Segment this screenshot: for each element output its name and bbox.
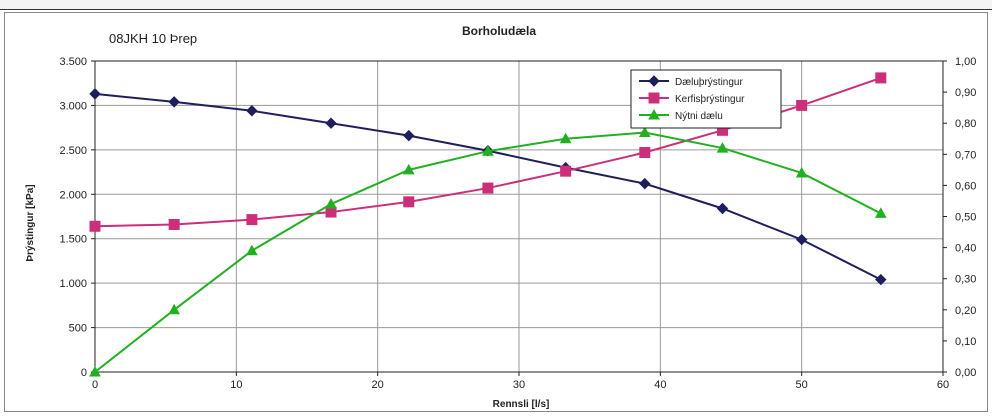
y-right-tick-label: 0,30 (955, 274, 976, 286)
series-point (559, 132, 572, 144)
series-point (875, 72, 887, 84)
legend-swatch-marker (648, 75, 660, 87)
series-point (482, 182, 494, 194)
series-point (482, 145, 494, 156)
chart-frame: 08JKH 10 Þrep Borholudæla Rennsli [l/s] … (4, 12, 988, 412)
series-point (89, 365, 101, 377)
series-point (89, 220, 101, 232)
series-point (560, 165, 572, 177)
y-right-tick-label: 0,10 (955, 336, 976, 348)
y-right-tick-label: 0,20 (955, 305, 976, 317)
line-chart: 08JKH 10 Þrep Borholudæla Rennsli [l/s] … (25, 24, 976, 410)
series-point (796, 99, 808, 111)
series-point (246, 105, 258, 117)
y-tick-label: 1.500 (59, 234, 87, 246)
series-point (168, 303, 180, 315)
y-right-tick-label: 1,00 (955, 56, 976, 68)
series-point (875, 273, 887, 286)
y-tick-label: 3.500 (59, 56, 87, 68)
grid-lines (95, 61, 943, 372)
y-right-tick-label: 0,60 (955, 180, 976, 192)
legend-swatch-marker (648, 108, 660, 120)
y-right-tick-label: 0,50 (955, 212, 976, 224)
series-point (168, 218, 180, 230)
y-tick-label: 0 (81, 367, 87, 379)
y-right-tick-label: 0,90 (955, 87, 976, 99)
x-tick-label: 60 (937, 379, 949, 391)
series-point (874, 207, 887, 218)
y-tick-label: 2.000 (59, 189, 87, 201)
series-point (403, 196, 415, 208)
chart-title: Borholudæla (462, 24, 536, 38)
series-line (94, 131, 882, 373)
x-tick-label: 20 (372, 379, 384, 391)
series-point (639, 147, 651, 159)
series-point (168, 96, 180, 108)
series-point (795, 233, 808, 246)
x-tick-label: 0 (92, 379, 98, 391)
series-point (246, 244, 258, 256)
x-tick-label: 50 (796, 379, 808, 391)
series-point (89, 88, 101, 100)
series-point (325, 198, 337, 209)
y-axis-label: Þrýstingur [kPa] (25, 184, 36, 261)
series-point (716, 202, 729, 215)
legend-label: Kerfisþrýstingur (675, 94, 745, 105)
legend-swatch-marker (648, 92, 660, 104)
series-point (246, 214, 258, 226)
legend-label: Nýtni dælu (675, 111, 723, 122)
y-tick-label: 500 (69, 323, 87, 335)
x-tick-label: 30 (513, 379, 525, 391)
y-tick-label: 3.000 (59, 100, 87, 112)
y-right-tick-label: 0,00 (955, 367, 976, 379)
x-tick-label: 40 (654, 379, 666, 391)
plot-area (89, 72, 887, 377)
x-tick-label: 10 (230, 379, 242, 391)
legend: Dæluþrýstingur Kerfisþrýstingur Nýtni dælu (630, 69, 782, 129)
series-point (795, 166, 808, 178)
series-point (403, 129, 415, 142)
series-point (639, 177, 651, 190)
chart-subtitle: 08JKH 10 Þrep (109, 31, 197, 46)
legend-label: Dæluþrýstingur (675, 77, 743, 88)
y-tick-label: 2.500 (59, 145, 87, 157)
y-tick-label: 1.000 (59, 278, 87, 290)
top-strip (0, 0, 992, 10)
series-point (638, 126, 651, 138)
y-right-tick-label: 0,70 (955, 149, 976, 161)
y-right-tick-label: 0,80 (955, 118, 976, 130)
y-right-tick-label: 0,40 (955, 243, 976, 255)
series-point (716, 142, 729, 153)
series-point (325, 117, 337, 129)
series-point (402, 163, 415, 175)
axes: 0 500 1.000 1.500 2.000 2.500 3.000 3.500 0 10 20 3… (59, 56, 976, 391)
x-axis-label: Rennsli [l/s] (493, 399, 550, 410)
